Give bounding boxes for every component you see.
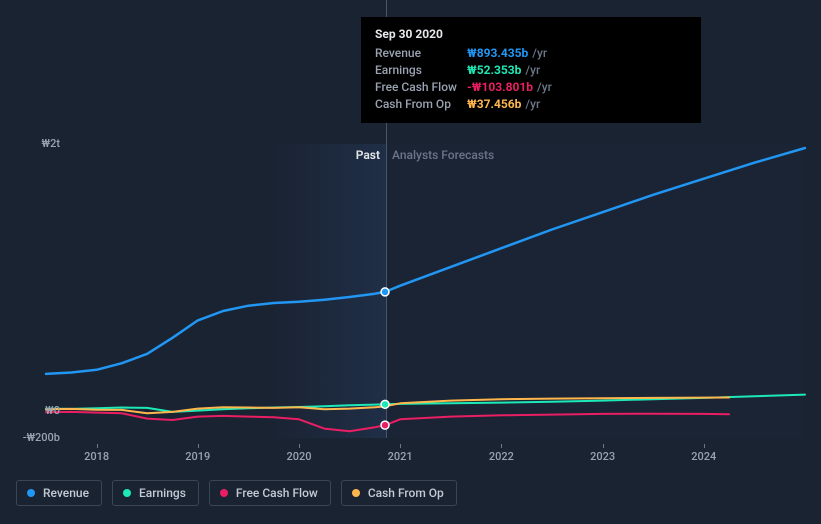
tooltip-row: Revenue₩893.435b/yr <box>375 45 687 62</box>
x-tick-mark <box>97 444 98 448</box>
tooltip-value: ₩52.353b <box>467 62 521 79</box>
x-tick-label: 2018 <box>84 450 109 463</box>
y-tick-label: ₩0 <box>45 404 60 417</box>
tooltip-unit: /yr <box>532 45 547 62</box>
x-tick-mark <box>501 444 502 448</box>
tooltip-row: Free Cash Flow-₩103.801b/yr <box>375 79 687 96</box>
series-svg <box>46 144 805 438</box>
legend-label: Free Cash Flow <box>236 486 318 500</box>
legend-dot <box>123 489 131 497</box>
tooltip-date: Sep 30 2020 <box>375 27 687 41</box>
legend-dot <box>27 489 35 497</box>
x-axis: 2018 2019 2020 2021 2022 2023 2024 <box>46 444 805 464</box>
tooltip-key: Free Cash Flow <box>375 79 467 96</box>
plot-area: Past Analysts Forecasts <box>46 144 805 438</box>
x-tick-label: 2019 <box>185 450 210 463</box>
x-tick-mark <box>400 444 401 448</box>
legend-dot <box>352 489 360 497</box>
legend-label: Cash From Op <box>368 486 444 500</box>
x-tick-label: 2022 <box>489 450 514 463</box>
series-revenue <box>46 148 805 374</box>
hover-tooltip: Sep 30 2020 Revenue₩893.435b/yrEarnings₩… <box>361 17 701 123</box>
legend: Revenue Earnings Free Cash Flow Cash From O… <box>16 480 457 506</box>
marker-free_cash_flow <box>381 421 389 429</box>
tooltip-value: ₩893.435b <box>467 45 528 62</box>
y-tick-label: -₩200b <box>23 431 60 444</box>
x-tick-label: 2020 <box>286 450 311 463</box>
x-tick-label: 2023 <box>590 450 615 463</box>
y-tick-label: ₩2t <box>42 137 60 150</box>
marker-earnings <box>381 400 389 408</box>
tooltip-unit: /yr <box>537 79 552 96</box>
x-tick-label: 2024 <box>691 450 716 463</box>
legend-label: Earnings <box>139 486 186 500</box>
financials-chart: Past Analysts Forecasts ₩2t ₩0 -₩200b 2018… <box>16 0 805 524</box>
tooltip-row: Cash From Op₩37.456b/yr <box>375 96 687 113</box>
tooltip-key: Earnings <box>375 62 467 79</box>
tooltip-key: Revenue <box>375 45 467 62</box>
legend-item-revenue[interactable]: Revenue <box>16 480 102 506</box>
legend-item-earnings[interactable]: Earnings <box>112 480 199 506</box>
x-tick-label: 2021 <box>388 450 413 463</box>
tooltip-unit: /yr <box>525 96 540 113</box>
legend-item-cash_from_op[interactable]: Cash From Op <box>341 480 457 506</box>
tooltip-unit: /yr <box>525 62 540 79</box>
x-tick-mark <box>198 444 199 448</box>
tooltip-value: ₩37.456b <box>467 96 521 113</box>
x-tick-mark <box>603 444 604 448</box>
tooltip-key: Cash From Op <box>375 96 467 113</box>
legend-item-free_cash_flow[interactable]: Free Cash Flow <box>209 480 331 506</box>
x-tick-mark <box>704 444 705 448</box>
x-tick-mark <box>299 444 300 448</box>
legend-label: Revenue <box>43 486 89 500</box>
tooltip-value: -₩103.801b <box>467 79 533 96</box>
legend-dot <box>220 489 228 497</box>
tooltip-row: Earnings₩52.353b/yr <box>375 62 687 79</box>
marker-revenue <box>381 288 389 296</box>
